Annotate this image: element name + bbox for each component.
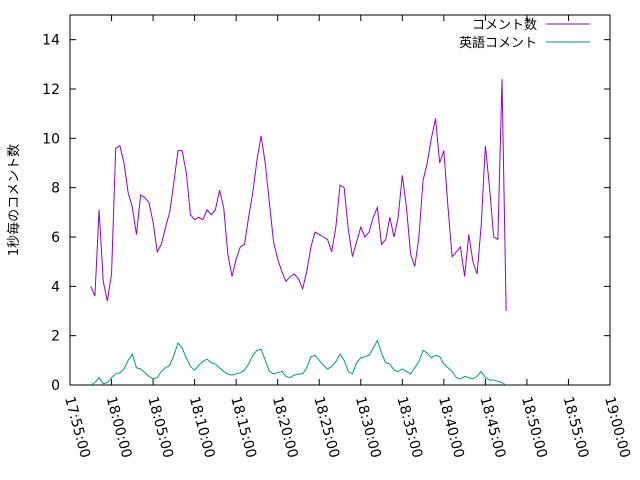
x-tick-label: 17:55:00 <box>61 395 93 460</box>
series-line-0 <box>90 79 507 312</box>
x-tick-label: 18:05:00 <box>144 395 176 460</box>
x-tick-label: 18:25:00 <box>310 395 342 460</box>
y-axis-title: 1秒毎のコメント数 <box>6 144 22 256</box>
x-tick-label: 18:00:00 <box>103 395 135 460</box>
series-line-1 <box>90 339 507 386</box>
y-tick-label: 12 <box>42 82 60 98</box>
x-axis: 17:55:00 18:00:00 18:05:00 18:10:00 18:15:00… <box>61 15 633 460</box>
x-tick-label: 18:20:00 <box>269 395 301 460</box>
x-tick-label: 19:00:00 <box>601 395 633 460</box>
x-tick-label: 18:50:00 <box>518 395 550 460</box>
legend-label-1: 英語コメント <box>459 35 537 51</box>
x-tick-label: 18:10:00 <box>186 395 218 460</box>
y-tick-label: 2 <box>51 329 60 345</box>
y-axis: 0 2 4 6 8 10 12 14 <box>42 33 610 394</box>
y-tick-label: 8 <box>51 181 60 197</box>
plot-frame <box>69 14 611 386</box>
y-tick-label: 14 <box>42 33 60 49</box>
y-tick-label: 10 <box>42 131 60 147</box>
x-tick-label: 18:15:00 <box>227 395 259 460</box>
y-tick-label: 0 <box>51 378 60 394</box>
y-tick-label: 6 <box>51 230 60 246</box>
plot-border <box>69 14 611 386</box>
x-tick-label: 18:45:00 <box>477 395 509 460</box>
series-lines <box>90 79 507 386</box>
x-tick-label: 18:30:00 <box>352 395 384 460</box>
x-tick-label: 18:55:00 <box>560 395 592 460</box>
x-tick-label: 18:40:00 <box>435 395 467 460</box>
y-tick-label: 4 <box>51 279 60 295</box>
x-tick-label: 18:35:00 <box>393 395 425 460</box>
legend-label-0: コメント数 <box>472 18 537 33</box>
